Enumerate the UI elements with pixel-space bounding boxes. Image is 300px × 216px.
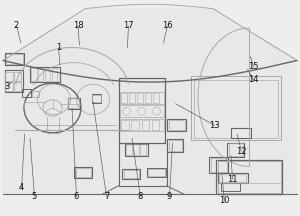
Bar xyxy=(68,98,79,108)
Bar xyxy=(229,143,243,156)
Text: 4: 4 xyxy=(19,183,24,192)
Bar xyxy=(124,170,139,178)
Bar xyxy=(30,67,60,82)
Bar xyxy=(121,120,129,130)
Bar xyxy=(125,144,148,156)
Bar xyxy=(147,168,166,177)
Bar xyxy=(218,173,248,183)
Bar xyxy=(194,80,278,138)
Text: 18: 18 xyxy=(73,21,83,30)
Bar xyxy=(133,144,139,155)
Text: 10: 10 xyxy=(219,196,230,205)
Bar xyxy=(169,120,185,130)
Bar xyxy=(209,157,228,173)
Bar xyxy=(76,168,91,177)
Bar xyxy=(167,139,183,152)
Bar xyxy=(169,140,182,151)
Text: 5: 5 xyxy=(32,192,37,201)
Bar xyxy=(92,95,101,102)
Bar xyxy=(126,144,132,155)
Text: 17: 17 xyxy=(123,21,134,30)
Bar xyxy=(120,92,164,104)
Bar xyxy=(145,93,151,103)
Text: 7: 7 xyxy=(104,192,109,201)
Bar xyxy=(38,68,43,81)
Bar xyxy=(218,161,280,193)
Bar xyxy=(211,158,227,172)
Text: 3: 3 xyxy=(4,82,9,91)
Bar xyxy=(118,78,165,143)
Text: 13: 13 xyxy=(209,121,220,130)
Bar xyxy=(216,160,282,194)
Bar xyxy=(6,54,23,64)
Bar xyxy=(153,93,159,103)
Bar xyxy=(14,82,21,91)
Bar xyxy=(5,82,13,91)
Text: 14: 14 xyxy=(248,75,259,84)
Bar xyxy=(14,72,21,81)
Bar xyxy=(152,120,159,130)
Bar xyxy=(122,169,140,179)
Bar xyxy=(137,93,143,103)
Bar xyxy=(68,98,80,109)
Bar xyxy=(120,119,164,131)
Bar xyxy=(129,93,135,103)
Bar xyxy=(227,143,244,157)
Text: 8: 8 xyxy=(138,192,143,201)
Bar xyxy=(4,70,22,92)
Bar xyxy=(231,128,250,138)
Bar xyxy=(219,174,246,182)
Bar xyxy=(5,72,13,81)
Bar xyxy=(74,167,92,178)
Bar xyxy=(32,91,39,97)
Bar xyxy=(148,169,165,176)
Text: 15: 15 xyxy=(248,62,259,71)
Polygon shape xyxy=(3,9,297,194)
Bar xyxy=(52,68,57,81)
Bar xyxy=(4,53,24,65)
Bar xyxy=(190,76,280,140)
Bar xyxy=(140,144,146,155)
Bar xyxy=(121,93,127,103)
Text: 9: 9 xyxy=(167,192,172,201)
Bar xyxy=(142,120,149,130)
Bar xyxy=(120,105,164,117)
Bar xyxy=(131,120,139,130)
Bar xyxy=(92,94,101,103)
Text: 1: 1 xyxy=(56,43,61,52)
Bar xyxy=(22,89,31,97)
Bar xyxy=(220,183,240,191)
Text: 2: 2 xyxy=(14,21,19,30)
Text: 12: 12 xyxy=(236,147,247,156)
Bar xyxy=(31,68,37,81)
Text: 16: 16 xyxy=(162,21,173,30)
Bar xyxy=(45,68,50,81)
Text: 6: 6 xyxy=(74,192,79,201)
Bar xyxy=(167,119,186,131)
Text: 11: 11 xyxy=(227,175,238,184)
